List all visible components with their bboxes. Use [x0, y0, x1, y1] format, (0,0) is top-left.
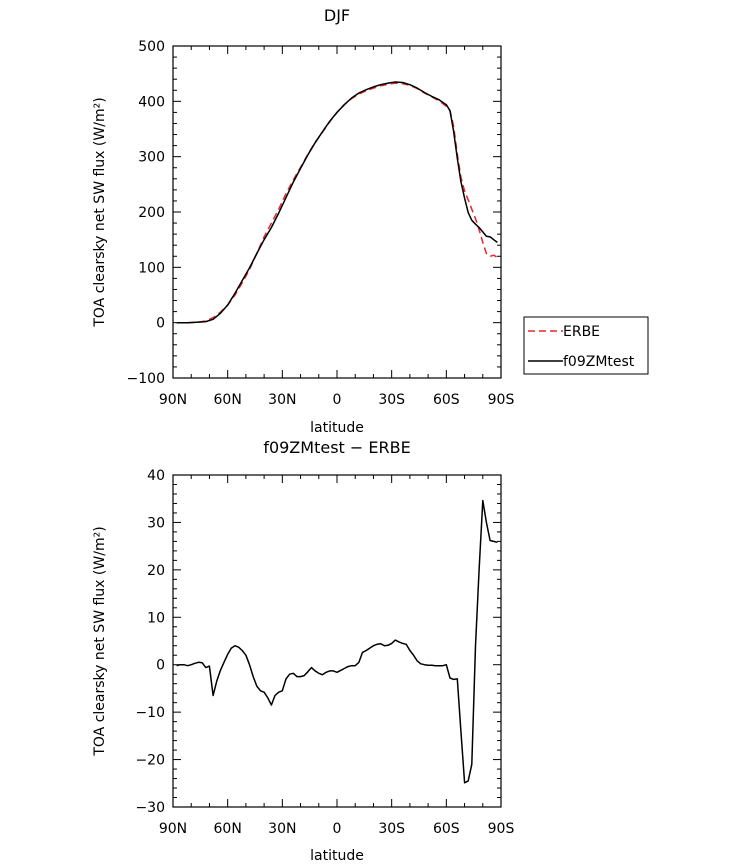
top-x-tick-label: 60N	[214, 392, 242, 408]
legend-box	[523, 316, 649, 375]
legend-label-erbe: ERBE	[563, 324, 600, 340]
bottom-x-tick-label: 90S	[488, 821, 515, 837]
bottom-y-tick-label: 30	[147, 515, 165, 531]
top-x-tick-label: 30S	[378, 392, 405, 408]
top-series-line-f09zmtest	[176, 81, 498, 324]
bottom-x-tick-label: 30N	[268, 821, 296, 837]
bottom-y-tick-label: −10	[135, 705, 165, 721]
top-y-tick-label: 300	[138, 150, 165, 166]
top-y-axis-label: TOA clearsky net SW flux (W/m²)	[92, 97, 108, 327]
bottom-x-tick-label: 90N	[159, 821, 187, 837]
top-series-line-erbe	[176, 82, 498, 324]
top-panel: DJF latitude TOA clearsky net SW flux (W…	[92, 6, 514, 436]
top-y-tick-label: −100	[127, 371, 165, 387]
legend-label-f09zmtest: f09ZMtest	[563, 354, 635, 370]
bottom-y-tick-label: 0	[156, 658, 165, 674]
top-y-tick-label: 500	[138, 39, 165, 55]
top-y-tick-label: 0	[156, 316, 165, 332]
bottom-x-tick-label: 0	[333, 821, 342, 837]
bottom-y-tick-label: 10	[147, 610, 165, 626]
bottom-y-tick-label: 20	[147, 563, 165, 579]
bottom-y-axis-label: TOA clearsky net SW flux (W/m²)	[92, 526, 108, 756]
bottom-y-tick-label: 40	[147, 468, 165, 484]
top-y-tick-label: 100	[138, 260, 165, 276]
bottom-y-tick-label: −30	[135, 800, 165, 816]
top-x-tick-label: 30N	[268, 392, 296, 408]
bottom-x-tick-label: 60N	[214, 821, 242, 837]
bottom-x-axis-label: latitude	[310, 848, 364, 864]
bottom-series-line-difference	[176, 499, 498, 784]
top-y-tick-label: 200	[138, 205, 165, 221]
bottom-axes: 90N 60N 30N 0 30S 60S 90S −30 −20 −10 0 10 20 30 40	[135, 468, 514, 837]
top-axes: 90N 60N 30N 0 30S 60S 90S −100 0 100 200 300 400 500	[127, 39, 515, 408]
top-chart-title: DJF	[324, 6, 350, 25]
bottom-panel: f09ZMtest − ERBE latitude TOA clearsky n…	[92, 438, 514, 864]
top-plot-frame	[172, 45, 502, 379]
bottom-y-tick-label: −20	[135, 753, 165, 769]
top-x-tick-label: 90S	[488, 392, 515, 408]
top-x-tick-label: 60S	[433, 392, 460, 408]
bottom-x-tick-label: 30S	[378, 821, 405, 837]
legend: ERBE f09ZMtest	[523, 316, 649, 375]
bottom-x-tick-label: 60S	[433, 821, 460, 837]
bottom-series-group	[176, 499, 498, 784]
top-x-tick-label: 90N	[159, 392, 187, 408]
top-x-tick-label: 0	[333, 392, 342, 408]
bottom-chart-title: f09ZMtest − ERBE	[263, 438, 410, 457]
top-x-axis-label: latitude	[310, 420, 364, 436]
top-series-group	[176, 81, 498, 324]
top-y-tick-label: 400	[138, 94, 165, 110]
bottom-plot-frame	[172, 474, 502, 808]
